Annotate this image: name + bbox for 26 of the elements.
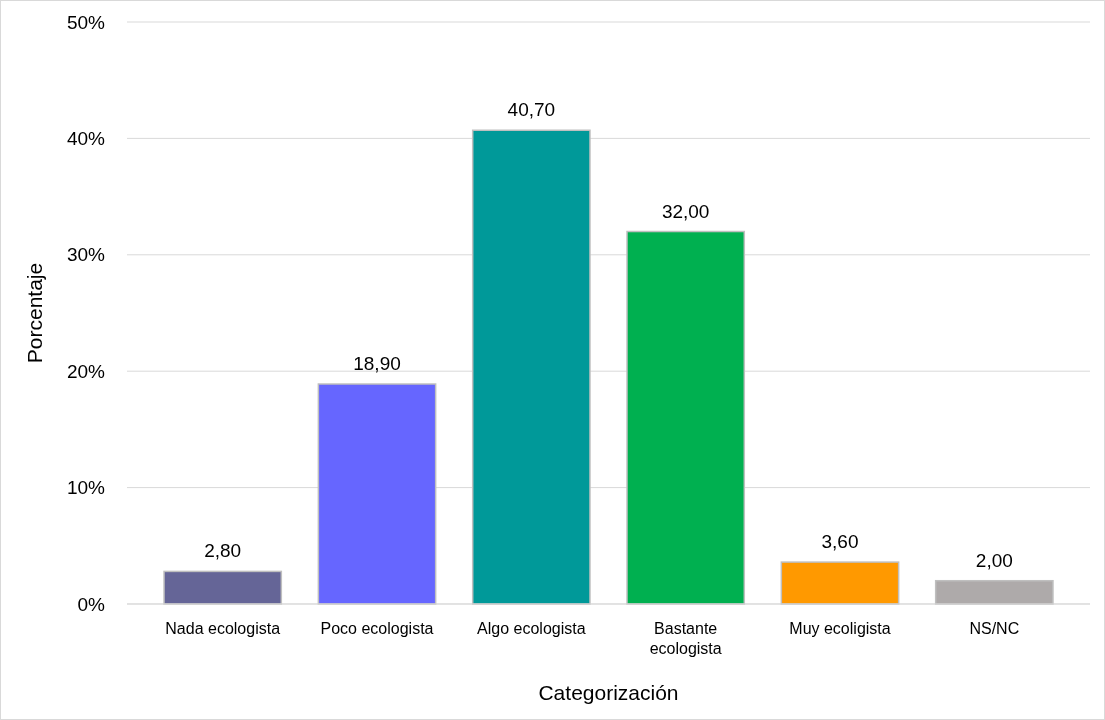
data-label: 2,80 (204, 540, 242, 562)
x-tick-label: NS/NC (969, 620, 1020, 637)
x-tick-label: Bastante ecologista (649, 620, 722, 657)
bar (317, 383, 437, 605)
data-label: 32,00 (661, 200, 710, 222)
data-label: 3,60 (821, 531, 859, 553)
bar (934, 579, 1054, 605)
x-axis-title: Categorización (538, 681, 679, 704)
x-tick-label: Poco ecologista (320, 620, 434, 637)
y-tick-label: 40% (66, 127, 106, 149)
bar (471, 129, 591, 605)
data-label: 18,90 (353, 353, 401, 374)
y-tick-label: 30% (66, 244, 106, 266)
x-tick-label: Algo ecologista (477, 620, 586, 637)
y-tick-label: 20% (66, 360, 106, 382)
y-tick-label: 10% (66, 477, 106, 499)
y-tick-label: 0% (77, 593, 106, 615)
data-label: 2,00 (975, 549, 1013, 571)
data-label: 40,70 (507, 99, 556, 121)
bar (626, 230, 746, 605)
y-tick-label: 50% (66, 11, 106, 33)
bar (780, 561, 900, 605)
x-tick-label: Muy ecoligista (789, 620, 891, 637)
bar (163, 570, 283, 605)
y-axis-title: Porcentaje (23, 262, 46, 364)
x-tick-label: Nada ecologista (165, 620, 281, 637)
